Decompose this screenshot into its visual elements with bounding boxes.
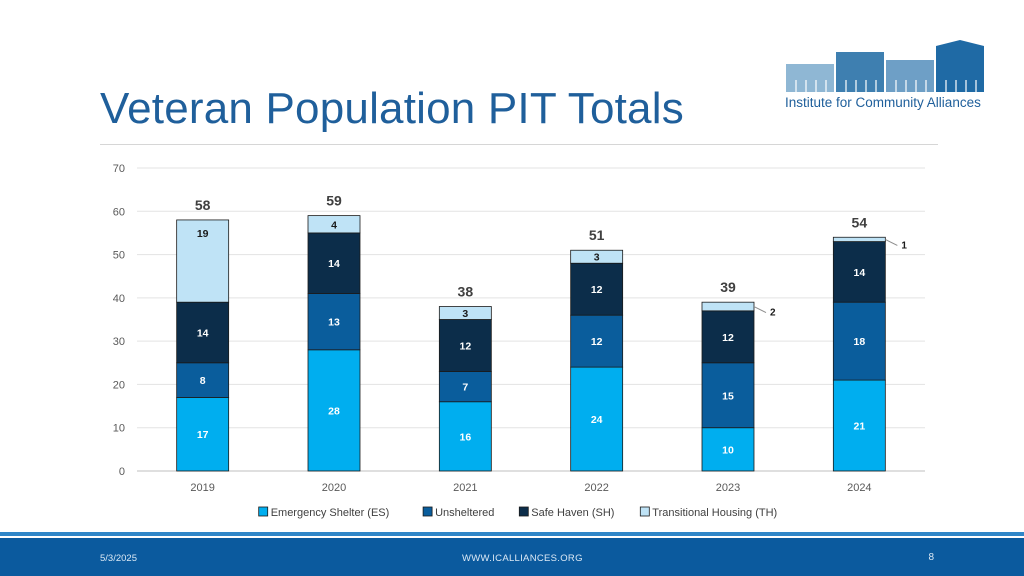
bar-segment-safe-haven-sh [570,262,624,316]
page-number: 8 [928,552,934,563]
data-label: 3 [594,252,600,264]
page-title: Veteran Population PIT Totals [100,84,684,133]
bar-segment-unsheltered [832,301,886,381]
data-label: 14 [328,258,340,270]
y-tick-label: 40 [113,293,125,305]
x-tick-label: 2021 [453,482,477,494]
data-label: 17 [197,429,209,441]
bar-segment-emergency-shelter-es [307,349,361,472]
y-tick-label: 60 [113,206,125,218]
data-label: 12 [722,332,734,344]
data-label: 18 [853,336,865,348]
bar-segment-transitional-housing-th [832,236,886,242]
bar-segment-unsheltered [701,362,755,429]
y-tick-label: 10 [113,423,125,435]
bar-segment-emergency-shelter-es [701,427,755,472]
footer-date: 5/3/2025 [100,553,137,564]
x-tick-label: 2022 [584,482,608,494]
data-label: 16 [459,431,471,443]
data-label: 28 [328,405,340,417]
total-label: 59 [326,193,342,209]
total-label: 39 [720,279,736,295]
x-tick-label: 2023 [716,482,740,494]
legend-swatch-safe-haven-sh [518,506,529,517]
data-label: 10 [722,444,734,456]
bar-segment-unsheltered [570,314,624,368]
bar-segment-safe-haven-sh [832,241,886,303]
legend-label: Emergency Shelter (ES) [271,507,390,519]
data-label: 8 [200,375,206,387]
total-label: 51 [589,227,605,243]
bar-segment-safe-haven-sh [701,310,755,364]
bar-segment-transitional-housing-th [701,301,755,312]
data-label: 12 [459,340,471,352]
data-label: 24 [591,414,603,426]
x-tick-label: 2020 [322,482,346,494]
total-label: 54 [852,214,868,230]
y-tick-label: 70 [113,163,125,175]
bar-segment-emergency-shelter-es [176,397,230,472]
bar-segment-transitional-housing-th [176,219,230,303]
x-tick-label: 2019 [190,482,214,494]
bar-segment-transitional-housing-th [307,215,361,234]
total-label: 58 [195,197,211,213]
bar-segment-safe-haven-sh [438,319,492,372]
ica-logo-icon [786,40,984,92]
y-tick-label: 0 [119,466,125,478]
data-label: 1 [901,240,907,251]
bar-segment-emergency-shelter-es [832,379,886,472]
data-label: 13 [328,317,340,329]
data-label: 14 [853,267,865,279]
x-tick-label: 2024 [847,482,871,494]
bar-segment-emergency-shelter-es [570,366,624,472]
legend-swatch-transitional-housing-th [639,506,650,517]
stacked-bar-chart: 0102030405060701781419582019281314459202… [113,163,925,519]
legend-label: Safe Haven (SH) [531,507,614,519]
bar-segment-transitional-housing-th [438,306,492,320]
legend-swatch-unsheltered [422,506,433,517]
legend-label: Transitional Housing (TH) [652,507,777,519]
data-label: 12 [591,336,603,348]
data-label: 14 [197,327,209,339]
title-divider [100,144,938,145]
bar-segment-safe-haven-sh [176,301,230,364]
total-label: 38 [458,284,474,300]
data-label: 12 [591,284,603,296]
data-label: 4 [331,219,337,231]
footer-stripe [0,532,1024,536]
data-label-leader [753,306,767,313]
data-label: 7 [462,382,468,394]
bar-segment-emergency-shelter-es [438,401,492,472]
y-tick-label: 20 [113,379,125,391]
bar-segment-unsheltered [438,371,492,403]
y-tick-label: 50 [113,250,125,262]
data-label: 15 [722,390,734,402]
data-label: 2 [770,308,776,319]
y-tick-label: 30 [113,336,125,348]
data-label: 3 [462,308,468,320]
logo-caption: Institute for Community Alliances [785,95,981,110]
data-label: 19 [197,228,209,240]
bar-segment-transitional-housing-th [570,249,624,264]
data-label: 21 [853,421,865,433]
footer-bar: 5/3/2025 WWW.ICALLIANCES.ORG 8 [0,538,1024,576]
legend-label: Unsheltered [435,507,494,519]
bar-segment-safe-haven-sh [307,232,361,294]
legend-swatch-emergency-shelter-es [258,506,269,517]
bar-segment-unsheltered [176,362,230,398]
footer-url: WWW.ICALLIANCES.ORG [462,553,583,564]
data-label-leader [885,238,898,246]
